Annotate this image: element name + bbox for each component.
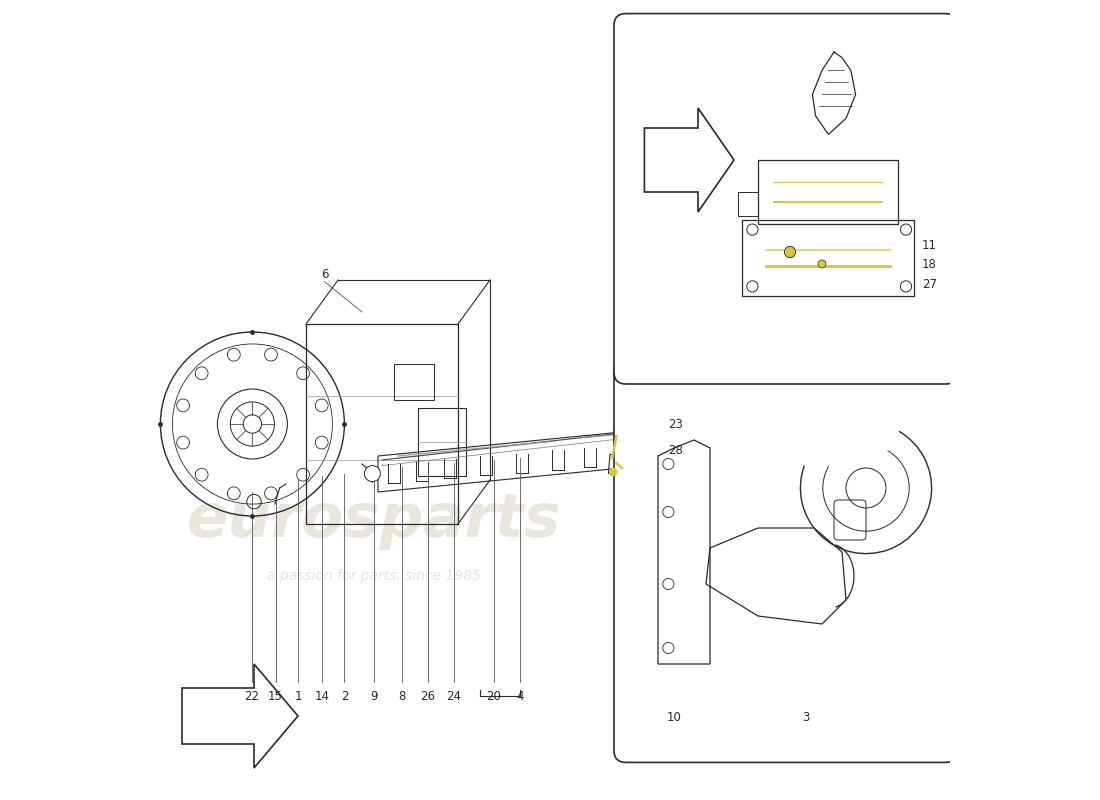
Text: 6: 6	[321, 268, 328, 281]
Polygon shape	[182, 664, 298, 768]
Text: 1: 1	[295, 690, 301, 702]
Text: 24: 24	[447, 690, 462, 702]
FancyBboxPatch shape	[614, 358, 958, 762]
Text: 28: 28	[669, 444, 683, 457]
Text: 18: 18	[922, 258, 937, 271]
FancyBboxPatch shape	[614, 14, 958, 384]
Text: 9: 9	[371, 690, 377, 702]
Text: 4: 4	[517, 690, 525, 702]
Circle shape	[364, 466, 381, 482]
Circle shape	[609, 468, 617, 476]
Text: since 1985: since 1985	[760, 395, 821, 405]
Circle shape	[818, 260, 826, 268]
Polygon shape	[645, 108, 734, 212]
Text: 8: 8	[398, 690, 406, 702]
Text: 11: 11	[922, 239, 937, 252]
Text: 2: 2	[341, 690, 348, 702]
Text: 26: 26	[420, 690, 436, 702]
Text: 20: 20	[486, 690, 502, 702]
Text: 14: 14	[315, 690, 330, 702]
Text: a passion for parts. since 1985: a passion for parts. since 1985	[267, 569, 481, 583]
Circle shape	[784, 246, 795, 258]
Text: 15: 15	[268, 690, 283, 702]
Text: 23: 23	[669, 418, 683, 430]
Text: 22: 22	[244, 690, 260, 702]
Text: eurosparts: eurosparts	[187, 490, 561, 550]
Text: 27: 27	[922, 278, 937, 290]
Text: 3: 3	[802, 711, 810, 724]
Text: eurosparts: eurosparts	[662, 339, 917, 381]
Text: 10: 10	[667, 711, 681, 724]
